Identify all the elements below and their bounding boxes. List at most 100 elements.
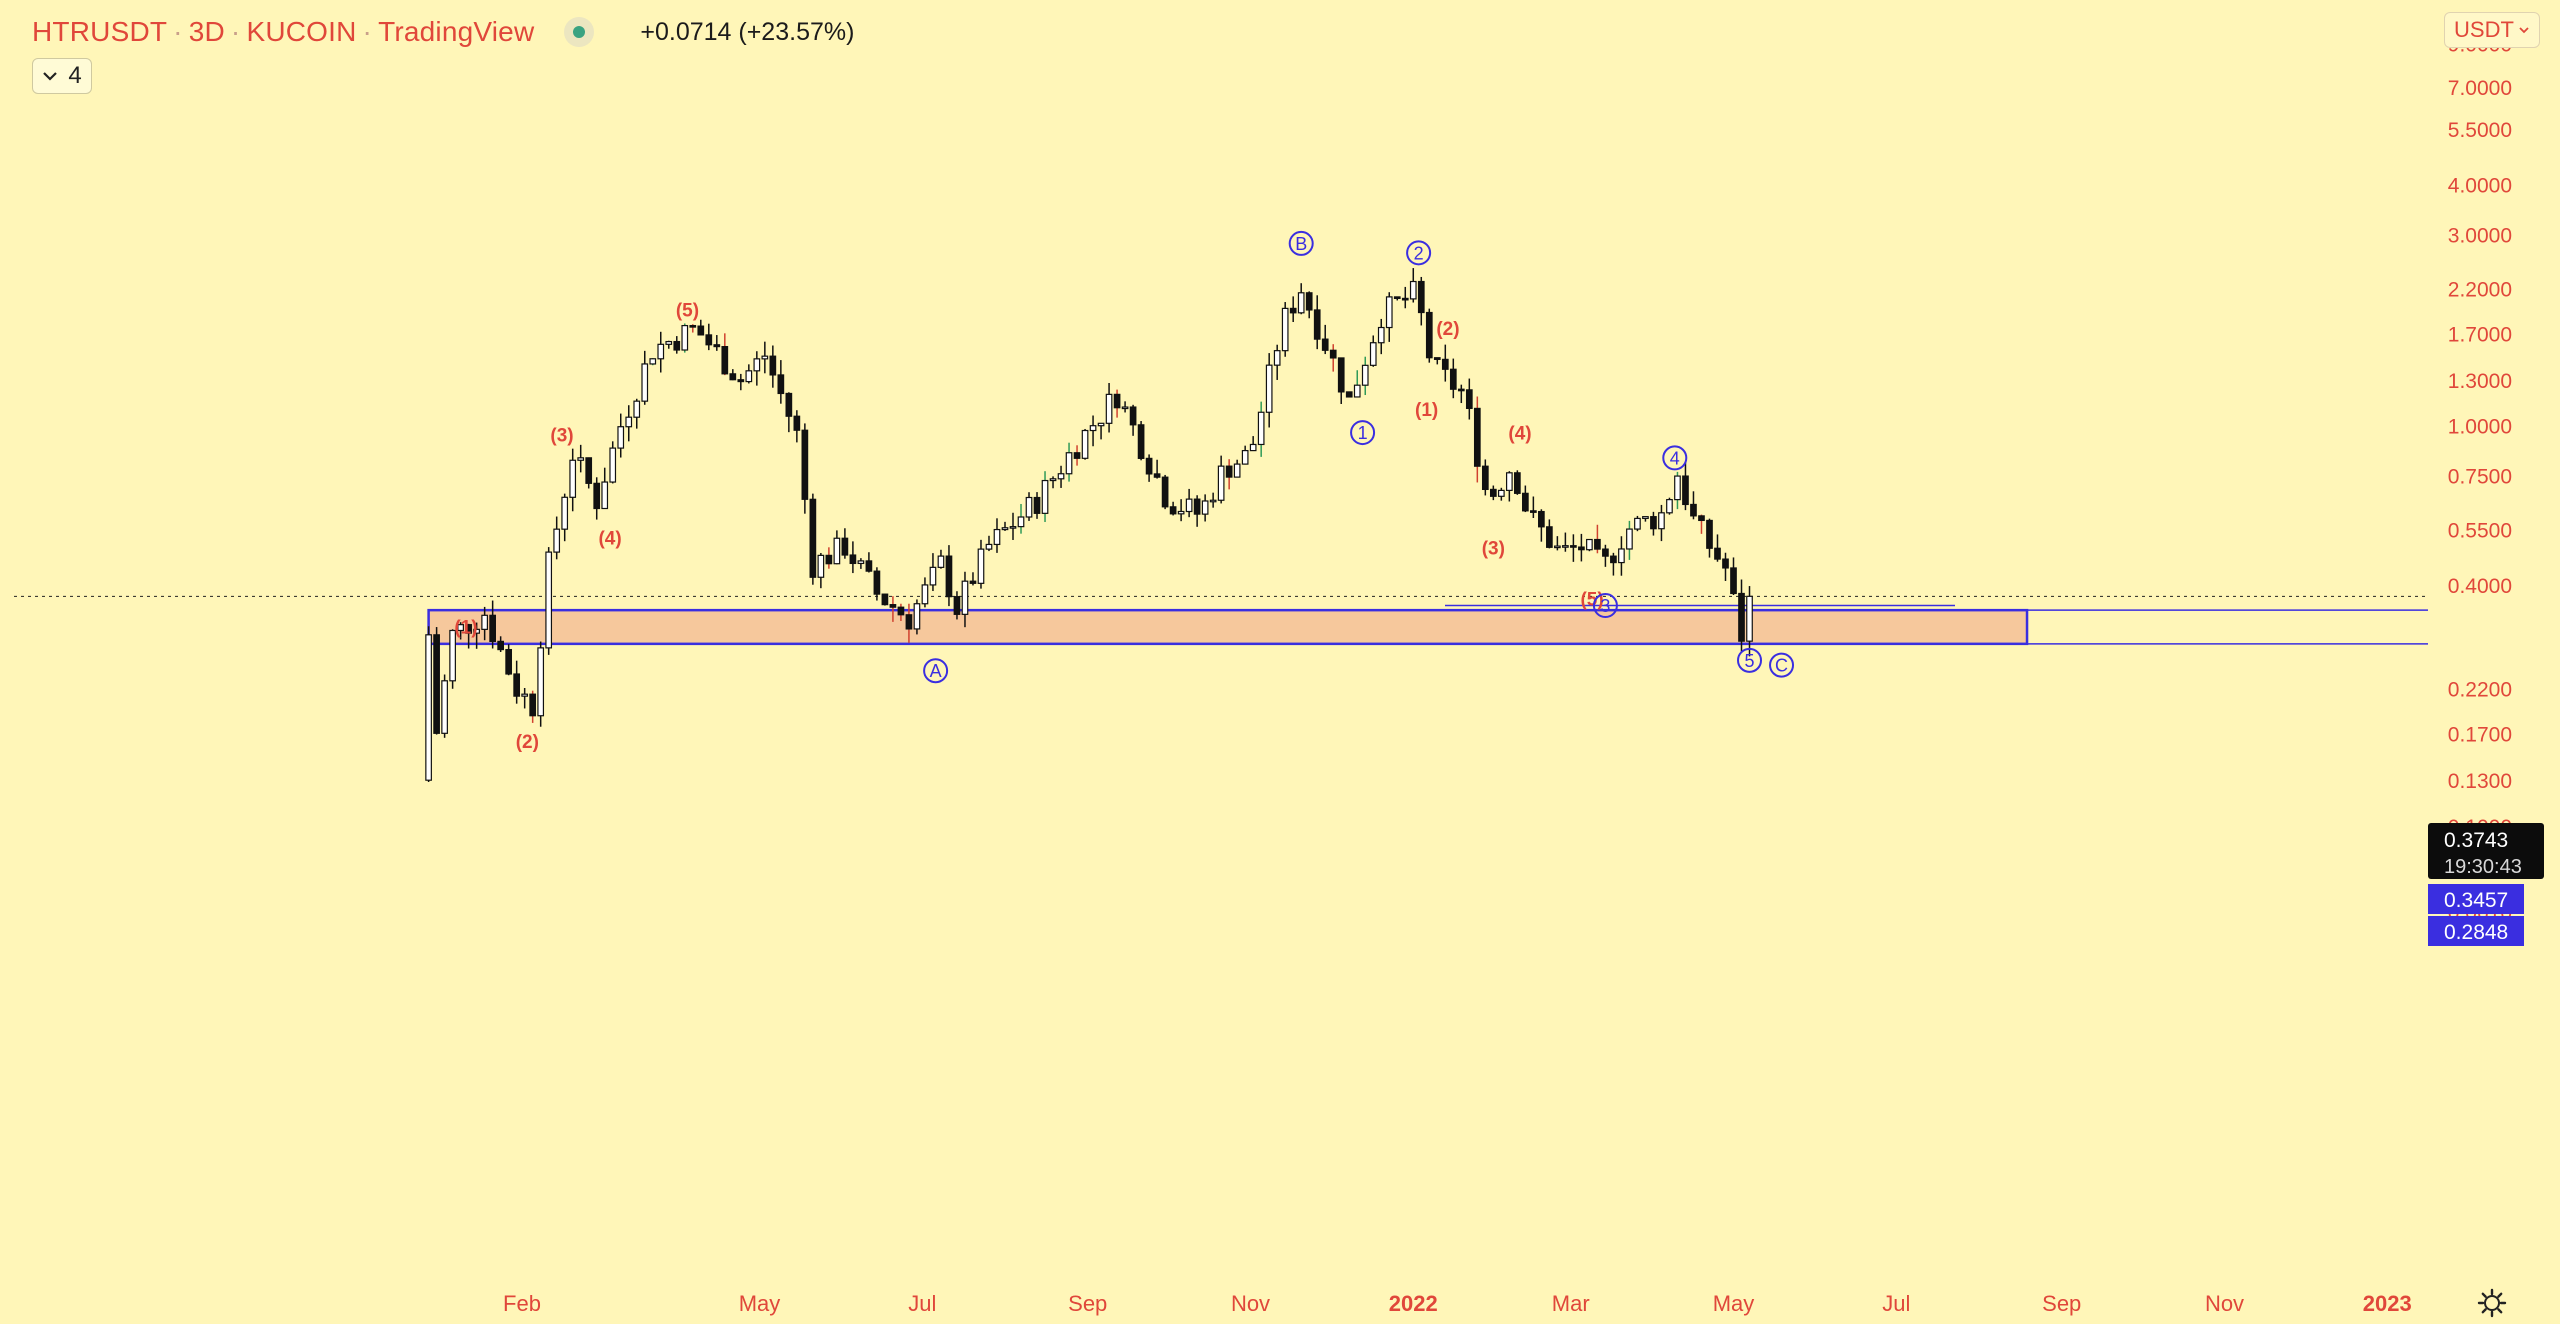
candle: [1650, 511, 1657, 536]
candle: [1137, 421, 1145, 461]
y-tick-label: 4.0000: [2448, 174, 2512, 197]
wave-label-text: B: [1295, 234, 1307, 254]
zone-top-price-label[interactable]: 0.3457: [2428, 884, 2524, 914]
candle: [1594, 524, 1601, 554]
candle: [1433, 357, 1441, 365]
candle: [1626, 520, 1633, 560]
candle: [1185, 488, 1193, 518]
candle: [689, 324, 697, 333]
candle: [473, 622, 480, 649]
x-tick-label: Nov: [2205, 1291, 2244, 1316]
candle: [881, 593, 889, 606]
candle: [993, 518, 1001, 553]
support-zone[interactable]: [427, 608, 2029, 646]
current-price-label[interactable]: 0.3743 19:30:43: [2428, 823, 2544, 879]
candle: [1522, 485, 1529, 513]
zone-bottom-price-label[interactable]: 0.2848: [2428, 916, 2524, 946]
market-status-icon[interactable]: [564, 17, 595, 47]
candle: [1337, 357, 1345, 404]
wave-label-subwave[interactable]: (3): [550, 425, 573, 446]
candle: [1610, 552, 1617, 576]
candle: [873, 567, 881, 601]
currency-label: USDT: [2454, 17, 2514, 42]
wave-label-1[interactable]: 1: [1350, 420, 1376, 446]
candle: [1345, 391, 1353, 398]
candle: [513, 660, 521, 704]
candle: [1041, 471, 1049, 523]
candle: [913, 599, 921, 635]
candle: [1449, 358, 1457, 399]
wave-label-4[interactable]: 4: [1662, 445, 1688, 471]
candle: [705, 323, 713, 351]
wave-label-subwave[interactable]: (1): [454, 617, 477, 638]
price-axis[interactable]: 9.00007.00005.50004.00003.00002.20001.70…: [2448, 34, 2512, 925]
candle: [769, 345, 777, 388]
y-tick-label: 3.0000: [2448, 225, 2512, 248]
wave-label-subwave[interactable]: (5): [1580, 589, 1603, 610]
wave-label-c[interactable]: C: [1769, 652, 1795, 678]
candle: [1201, 494, 1209, 522]
candle: [1033, 492, 1041, 519]
candle: [593, 477, 601, 520]
candle: [1313, 295, 1321, 350]
wave-label-subwave[interactable]: (4): [598, 529, 621, 550]
candle: [1257, 401, 1265, 457]
candle: [849, 541, 857, 574]
wave-label-subwave[interactable]: (2): [1436, 319, 1459, 340]
candle: [1546, 519, 1553, 549]
wave-label-b[interactable]: B: [1288, 230, 1314, 256]
candle: [1409, 268, 1417, 303]
chevron-down-icon: [43, 72, 58, 81]
wave-label-subwave[interactable]: (4): [1508, 424, 1531, 445]
y-tick-label: 1.7000: [2448, 323, 2512, 346]
wave-label-subwave[interactable]: (2): [516, 732, 539, 753]
candle: [449, 629, 456, 689]
candle: [1017, 503, 1025, 534]
candle: [1369, 335, 1377, 367]
candle: [1049, 476, 1057, 489]
candle: [929, 553, 937, 592]
candle: [1361, 356, 1369, 396]
chevron-down-icon: [2519, 27, 2529, 34]
price-labels-layer: 0.3743 19:30:43 0.3457 0.2848: [2428, 823, 2544, 946]
candle: [441, 674, 448, 738]
candle: [1377, 318, 1385, 355]
candle: [825, 547, 833, 569]
candle: [1706, 518, 1713, 558]
currency-selector[interactable]: USDT: [2444, 12, 2540, 48]
candle: [1401, 286, 1409, 309]
candle: [729, 369, 737, 381]
wave-label-subwave[interactable]: (5): [676, 300, 699, 321]
wave-label-a[interactable]: A: [923, 658, 949, 684]
x-tick-label: May: [739, 1291, 781, 1316]
candle: [561, 493, 569, 542]
y-tick-label: 0.5500: [2448, 519, 2512, 542]
wave-label-subwave[interactable]: (1): [1415, 400, 1438, 421]
y-tick-label: 0.1300: [2448, 770, 2512, 793]
candle: [1129, 404, 1137, 436]
wave-label-3[interactable]: 3: [1592, 593, 1618, 619]
wave-label-5[interactable]: 5: [1737, 647, 1763, 673]
exchange-label: KUCOIN: [246, 16, 357, 47]
candle: [673, 336, 681, 354]
symbol-title[interactable]: HTRUSDT · 3D · KUCOIN · TradingView: [32, 16, 535, 47]
wave-label-subwave[interactable]: (3): [1482, 539, 1505, 560]
chart-settings-button[interactable]: [2472, 1286, 2512, 1320]
candle: [1113, 389, 1121, 418]
symbol-name: HTRUSDT: [32, 16, 168, 47]
candle: [1329, 344, 1337, 372]
candle: [985, 535, 993, 552]
wave-label-text: 3: [1600, 596, 1610, 616]
interval-label: 3D: [188, 16, 225, 47]
x-tick-label: Nov: [1231, 1291, 1270, 1316]
candle: [1674, 471, 1681, 510]
candle: [1586, 538, 1593, 552]
indicators-collapse-button[interactable]: 4: [32, 58, 92, 94]
candle: [1538, 509, 1545, 542]
wave-label-2[interactable]: 2: [1406, 240, 1432, 266]
time-axis[interactable]: Feb May Jul Sep Nov 2022 Mar May Jul Sep Nov 2023: [503, 1291, 2412, 1316]
candle: [1714, 534, 1721, 562]
candle: [1097, 422, 1105, 440]
candle: [505, 644, 513, 676]
